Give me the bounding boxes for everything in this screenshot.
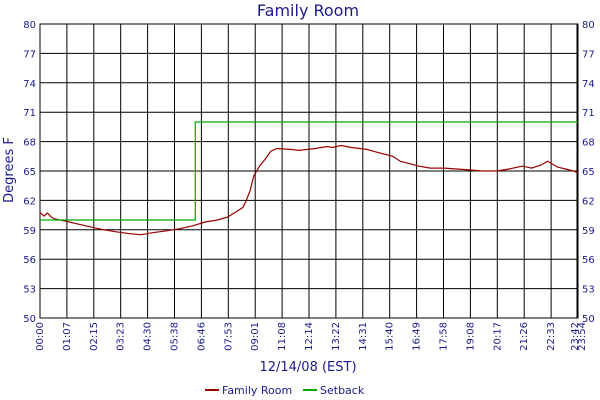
y-tick-label-right: 68: [582, 138, 595, 149]
y-tick-label: 53: [23, 285, 36, 296]
y-axis-left: 50 53 56 59 62 65 68 71 74 77 80: [23, 20, 36, 325]
y-tick-label: 62: [23, 196, 36, 207]
x-tick-label: 06:46: [196, 322, 207, 351]
y-tick-label-right: 65: [582, 167, 595, 178]
x-tick-label: 01:07: [62, 322, 73, 351]
y-tick-label-right: 80: [582, 20, 595, 31]
x-tick-label: 14:31: [358, 322, 369, 351]
x-tick-label: 02:15: [89, 322, 100, 351]
legend-label: Setback: [320, 384, 365, 397]
x-tick-label: 22:33: [546, 322, 557, 351]
x-axis-title: 12/14/08 (EST): [259, 360, 356, 375]
x-tick-label: 20:17: [492, 322, 503, 351]
y-tick-label: 50: [23, 314, 36, 325]
x-tick-label: 00:00: [35, 322, 46, 351]
y-tick-label-right: 74: [582, 79, 595, 90]
x-tick-label: 15:40: [385, 322, 396, 351]
x-tick-label: 23:54: [577, 322, 588, 351]
x-tick-label: 07:53: [223, 322, 234, 351]
y-tick-label-right: 50: [582, 314, 595, 325]
plot-frame: [39, 23, 579, 319]
y-tick-label: 65: [23, 167, 36, 178]
x-tick-label: 19:08: [465, 322, 476, 351]
legend-label: Family Room: [222, 384, 292, 397]
y-tick-label-right: 53: [582, 285, 595, 296]
y-axis-right: 50 53 56 59 62 65 68 71 74 77 80: [582, 20, 595, 325]
y-tick-label-right: 77: [582, 49, 595, 60]
series-line-setback: [40, 121, 578, 221]
y-tick-label-right: 56: [582, 255, 595, 266]
series-line-family-room: [39, 144, 579, 236]
legend: Family Room Setback: [205, 384, 365, 397]
y-tick-label: 74: [23, 79, 36, 90]
x-axis: 00:00 01:07 02:15 03:23 04:30 05:38 06:46 07:53…: [35, 322, 588, 351]
series-layer: [39, 121, 579, 236]
y-tick-label: 59: [23, 226, 36, 237]
x-tick-label: 11:08: [277, 322, 288, 351]
y-tick-label: 77: [23, 49, 36, 60]
x-tick-label: 17:58: [439, 322, 450, 351]
x-tick-label: 12:14: [304, 322, 315, 351]
y-tick-label-right: 59: [582, 226, 595, 237]
y-tick-label: 80: [23, 20, 36, 31]
x-tick-label: 16:49: [412, 322, 423, 351]
x-tick-label: 03:23: [116, 322, 127, 351]
x-tick-label: 09:01: [250, 322, 261, 351]
y-tick-label: 68: [23, 138, 36, 149]
y-tick-label-right: 71: [582, 108, 595, 119]
chart-title: Family Room: [257, 1, 359, 20]
x-tick-label: 21:26: [519, 322, 530, 351]
x-tick-label: 05:38: [170, 322, 181, 351]
y-tick-label: 71: [23, 108, 36, 119]
y-axis-title: Degrees F: [2, 137, 17, 203]
y-tick-label-right: 62: [582, 196, 595, 207]
x-tick-label: 23:42: [570, 322, 581, 351]
y-tick-label: 56: [23, 255, 36, 266]
x-tick-label: 04:30: [143, 322, 154, 351]
x-tick-label: 13:22: [331, 322, 342, 351]
